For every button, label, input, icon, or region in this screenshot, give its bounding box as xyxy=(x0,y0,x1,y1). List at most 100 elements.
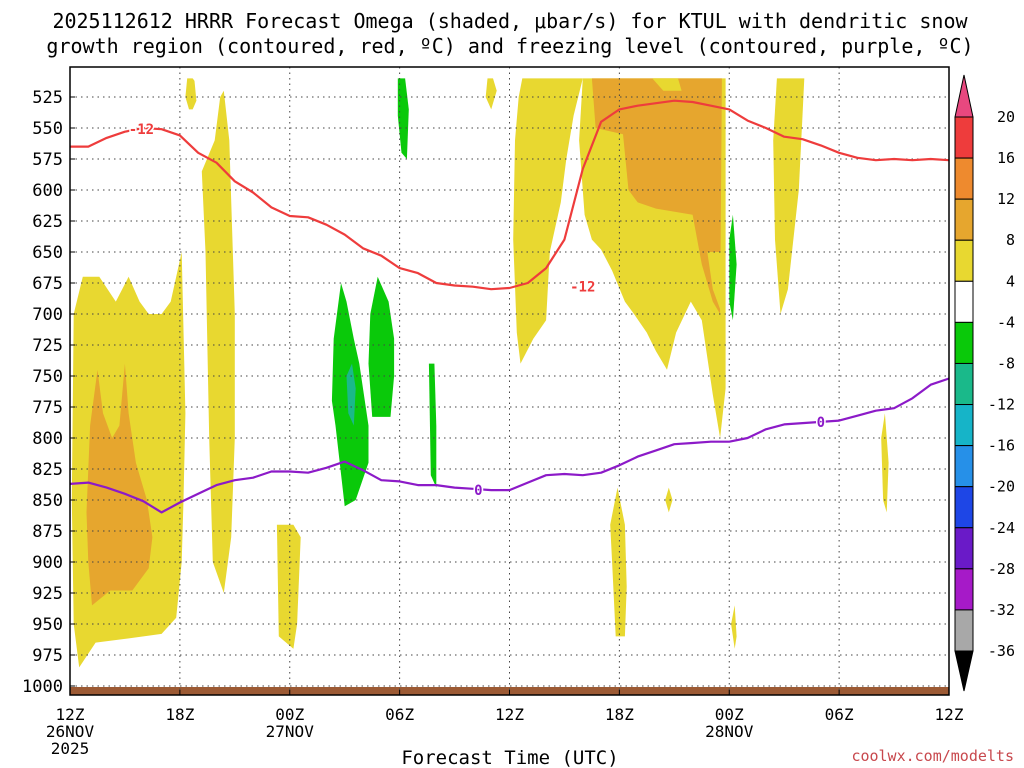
contour-label-text: -12 xyxy=(570,280,595,296)
y-tick-label: 700 xyxy=(32,305,63,325)
colorbar-swatch xyxy=(954,239,974,282)
gridlines xyxy=(70,67,949,695)
omega-region-pos_4_8 xyxy=(610,487,627,637)
colorbar-label: 16 xyxy=(997,149,1015,167)
contour-label-dgz_-12_upper: -12 xyxy=(569,278,597,297)
contour-freezing_level xyxy=(70,377,949,514)
x-tick-date: 27NOV xyxy=(266,722,315,741)
omega-region-pos_4_8 xyxy=(185,78,197,110)
omega-region-neg_4_8 xyxy=(397,78,409,159)
omega-region-pos_4_8 xyxy=(485,78,497,110)
colorbar-label: -24 xyxy=(988,519,1015,537)
y-tick-label: 675 xyxy=(32,274,63,294)
colorbar-label: -20 xyxy=(988,478,1015,496)
y-tick-label: 825 xyxy=(32,460,63,480)
contour-label-freezing_level: 0 xyxy=(473,482,484,501)
contour-lines: -12 -12 0 0 xyxy=(70,99,949,514)
y-tick-label: 575 xyxy=(32,150,63,170)
omega-region-pos_4_8 xyxy=(881,413,889,513)
contour-label-text: 0 xyxy=(474,483,482,499)
colorbar-swatch xyxy=(954,198,974,241)
x-tick-label: 00Z xyxy=(715,705,744,724)
y-tick-label: 950 xyxy=(32,615,63,635)
y-tick-label: 625 xyxy=(32,212,63,232)
omega-region-pos_8_12 xyxy=(591,78,722,315)
omega-region-neg_4_8 xyxy=(729,214,737,321)
y-tick-label: 900 xyxy=(32,553,63,573)
colorbar-swatch xyxy=(954,486,974,529)
colorbar-bottom-arrow xyxy=(954,650,974,692)
omega-region-pos_4_8 xyxy=(731,605,737,649)
contour-label-text: 0 xyxy=(817,415,825,431)
y-tick-label: 775 xyxy=(32,398,63,418)
x-tick-date: 26NOV xyxy=(46,722,95,741)
credit-text: coolwx.com/modelts xyxy=(851,747,1014,765)
y-tick-label: 650 xyxy=(32,243,63,263)
x-tick-label: 06Z xyxy=(825,705,854,724)
contour-label-freezing_level: 0 xyxy=(815,413,826,432)
contour-dgz_-12_upper xyxy=(70,99,949,291)
x-tick-label: 18Z xyxy=(165,705,194,724)
colorbar-swatch xyxy=(954,609,974,652)
x-tick-label: 06Z xyxy=(385,705,414,724)
y-tick-label: 1000 xyxy=(22,677,63,697)
x-tick-label: 18Z xyxy=(605,705,634,724)
colorbar-label: -12 xyxy=(988,396,1015,414)
y-tick-label: 800 xyxy=(32,429,63,449)
plot-area: -12 -12 0 0 xyxy=(69,66,950,696)
colorbar-label: -4 xyxy=(997,313,1015,331)
colorbar-label: -16 xyxy=(988,437,1015,455)
colorbar-swatch xyxy=(954,321,974,364)
chart-title-line1: 2025112612 HRRR Forecast Omega (shaded, … xyxy=(52,9,968,33)
colorbar-label: -8 xyxy=(997,354,1015,372)
y-tick-label: 875 xyxy=(32,522,63,542)
omega-region-pos_4_8 xyxy=(665,487,673,513)
omega-region-pos_4_8 xyxy=(606,177,622,197)
y-tick-label: 725 xyxy=(32,336,63,356)
omega-region-pos_4_8 xyxy=(773,78,805,315)
colorbar-swatch xyxy=(954,404,974,447)
x-tick-year: 2025 xyxy=(51,739,90,758)
colorbar-swatch xyxy=(954,568,974,611)
y-tick-label: 850 xyxy=(32,491,63,511)
colorbar-swatch xyxy=(954,116,974,159)
omega-region-pos_8_12 xyxy=(86,363,153,606)
x-tick-label: 12Z xyxy=(935,705,964,724)
omega-region-neg_4_8 xyxy=(428,363,437,488)
colorbar-swatch xyxy=(954,362,974,406)
omega-region-neg_4_8 xyxy=(368,276,395,417)
y-tick-label: 525 xyxy=(32,88,63,108)
colorbar-label: 12 xyxy=(997,190,1015,208)
contour-label-text: -12 xyxy=(129,122,154,138)
colorbar-label: -28 xyxy=(988,560,1015,578)
x-tick-label: 12Z xyxy=(56,705,85,724)
colorbar-label: -36 xyxy=(988,642,1015,660)
omega-shading xyxy=(71,78,889,668)
colorbar-label: -32 xyxy=(988,601,1015,619)
omega-region-pos_4_8 xyxy=(513,78,583,364)
contour-label-dgz_-12_upper: -12 xyxy=(127,121,155,140)
colorbar: 20 16 12 8 4 -4 -8 -12 -16 -20 -24 -28 -32 -36 xyxy=(954,74,1015,692)
omega-region-pos_4_8 xyxy=(201,90,235,594)
y-tick-label: 550 xyxy=(32,119,63,139)
colorbar-swatch xyxy=(954,280,974,323)
x-tick-label: 00Z xyxy=(275,705,304,724)
colorbar-swatch xyxy=(954,445,974,488)
omega-region-pos_4_8 xyxy=(276,524,301,649)
y-axis: 525 550 575 600 625 650 675 700 725 750 775 800 825 8… xyxy=(22,88,75,697)
colorbar-label: 4 xyxy=(1006,272,1015,290)
x-axis-label: Forecast Time (UTC) xyxy=(401,747,618,768)
x-tick-date: 28NOV xyxy=(705,722,754,741)
colorbar-swatch xyxy=(954,527,974,570)
y-tick-label: 925 xyxy=(32,584,63,604)
y-tick-label: 750 xyxy=(32,367,63,387)
y-tick-label: 975 xyxy=(32,646,63,666)
colorbar-top-arrow xyxy=(954,74,974,118)
x-tick-label: 12Z xyxy=(495,705,524,724)
chart-title-line2: growth region (contoured, red, ºC) and f… xyxy=(46,34,973,58)
colorbar-label: 20 xyxy=(997,108,1015,126)
omega-region-neg_8_12 xyxy=(346,363,356,426)
y-tick-label: 600 xyxy=(32,181,63,201)
